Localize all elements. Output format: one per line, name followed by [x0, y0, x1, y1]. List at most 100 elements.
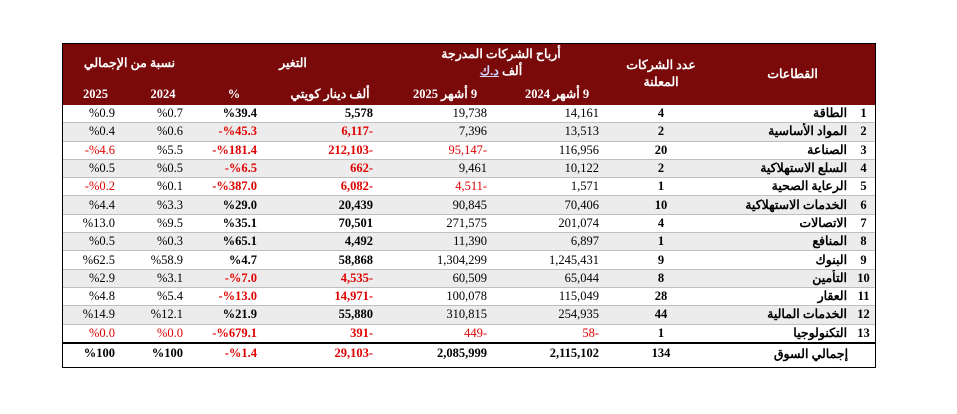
share-2024: %9.5 — [129, 214, 197, 234]
share-2025: %14.9 — [62, 305, 129, 325]
total-change-pct: %1.4- — [197, 341, 272, 364]
row-number: 9 — [851, 250, 877, 270]
profits-2024: 6,897 — [501, 232, 614, 252]
sector-name: الصناعة — [709, 141, 852, 160]
header-share-2024: 2024 — [129, 83, 197, 105]
header-profits-unit-link[interactable]: د.ك — [479, 64, 499, 78]
header-profits: أرباح الشركات المدرجة ألف د.ك — [389, 43, 614, 83]
header-profits-unit-prefix: ألف — [498, 64, 523, 78]
total-share-2024: %100 — [129, 341, 197, 364]
profits-2025: 7,396 — [389, 122, 502, 142]
profits-2024: 13,513 — [501, 122, 614, 142]
sector-name: الاتصالات — [709, 214, 852, 234]
share-2025: %0.4 — [62, 122, 129, 142]
share-2025: %0.0 — [88, 325, 115, 340]
sector-name: البنوك — [709, 250, 852, 270]
share-2024: %5.5 — [129, 141, 197, 160]
table-row: 11 العقار 28 115,049 100,078 -14,971 %13.0- %5.… — [62, 287, 877, 307]
row-number: 2 — [851, 122, 877, 142]
sector-name: العقار — [709, 287, 852, 307]
sector-name: الخدمات الاستهلاكية — [709, 195, 852, 215]
total-share-2025: %100 — [62, 341, 129, 364]
companies-count: 1 — [657, 325, 665, 340]
change-value: 20,439 — [271, 195, 390, 215]
table-row: 13 التكنولوجيا 1 -58 -449 -391 %679.1- %0.0 %0.0 — [62, 324, 876, 343]
share-2025: %4.6- — [62, 141, 129, 160]
profits-2025: 310,815 — [389, 305, 502, 325]
header-sectors: القطاعات — [709, 43, 877, 105]
companies-count: 1 — [613, 232, 710, 252]
share-2024: %0.3 — [129, 232, 197, 252]
companies-count: 20 — [613, 141, 710, 160]
change-pct: %13.0- — [197, 287, 272, 307]
header-row-2: 9 أشهر 2024 9 أشهر 2025 ألف دينار كويتي … — [62, 83, 876, 105]
sector-name: الرعاية الصحية — [709, 177, 852, 197]
sector-name: الطاقة — [709, 105, 852, 124]
profits-2024: 116,956 — [501, 141, 614, 160]
row-number: 1 — [851, 105, 877, 124]
companies-count: 2 — [613, 122, 710, 142]
share-2025: %0.5 — [62, 232, 129, 252]
table-row: 4 السلع الاستهلاكية 2 10,122 9,461 -662 %6.5-%… — [62, 159, 877, 179]
change-pct: %387.0- — [197, 177, 272, 197]
profits-2025: 60,509 — [389, 269, 502, 288]
header-change-pct: % — [197, 83, 272, 105]
share-2025: %62.5 — [62, 250, 129, 270]
row-number: 6 — [851, 195, 877, 215]
table-row: 2 المواد الأساسية 2 13,513 7,396 -6,117 %45.3-… — [62, 122, 877, 142]
sector-name: المنافع — [709, 232, 852, 252]
companies-count: 4 — [613, 105, 710, 124]
table-row: 10 التأمين 8 65,044 60,509 -4,535 %7.0- %3.1 %2.… — [62, 269, 877, 288]
header-change-value: ألف دينار كويتي — [271, 83, 390, 105]
companies-count: 4 — [613, 214, 710, 234]
share-2025: %4.4 — [62, 195, 129, 215]
header-profits-title: أرباح الشركات المدرجة — [441, 47, 561, 61]
row-number: 8 — [851, 232, 877, 252]
change-pct: %679.1- — [212, 325, 258, 340]
profits-2024: 1,245,431 — [501, 250, 614, 270]
table-row: 3 الصناعة 20 116,956 -95,147 -212,103 %181.4-%… — [62, 141, 877, 160]
change-value: -212,103 — [271, 141, 390, 160]
share-2025: %0.5 — [62, 159, 129, 179]
companies-count: 1 — [613, 177, 710, 197]
row-number: 13 — [857, 325, 870, 340]
change-pct: %45.3- — [197, 122, 272, 142]
header-share-2025: 2025 — [62, 83, 129, 105]
row-number: 11 — [851, 287, 877, 307]
change-pct: %29.0 — [197, 195, 272, 215]
row-number: 12 — [851, 305, 877, 325]
share-2024: %0.1 — [129, 177, 197, 197]
companies-count: 28 — [613, 287, 710, 307]
change-pct: %35.1 — [197, 214, 272, 234]
share-2024: %58.9 — [129, 250, 197, 270]
profits-2024: 14,161 — [501, 105, 614, 124]
change-pct: %39.4 — [197, 105, 272, 124]
share-2024: %0.6 — [129, 122, 197, 142]
change-value: 4,492 — [271, 232, 390, 252]
profits-2024: 10,122 — [501, 159, 614, 179]
change-pct: %21.9 — [197, 305, 272, 325]
profits-2024: 70,406 — [501, 195, 614, 215]
sector-name: الخدمات المالية — [709, 305, 852, 325]
change-value: -391 — [350, 325, 374, 340]
share-2024: %3.1 — [129, 269, 197, 288]
change-pct: %6.5- — [197, 159, 272, 179]
table-row: 9 البنوك 9 1,245,431 1,304,299 58,868 %4.7 %58.… — [62, 250, 877, 270]
sector-name: المواد الأساسية — [709, 122, 852, 142]
profits-2024: -58 — [582, 325, 600, 340]
profits-2025: 11,390 — [389, 232, 502, 252]
total-row: إجمالي السوق 134 2,115,102 2,085,999 -29… — [62, 341, 877, 364]
profits-2024: 115,049 — [501, 287, 614, 307]
header-profits-2025: 9 أشهر 2025 — [389, 83, 502, 105]
row-number: 10 — [851, 269, 877, 288]
change-pct: %65.1 — [197, 232, 272, 252]
row-number: 3 — [851, 141, 877, 160]
row-number: 7 — [851, 214, 877, 234]
row-number: 4 — [851, 159, 877, 179]
share-2025: %0.9 — [62, 105, 129, 124]
table-row: 6 الخدمات الاستهلاكية 10 70,406 90,845 20,439… — [62, 195, 877, 215]
sector-name: السلع الاستهلاكية — [709, 159, 852, 179]
table-body: 1 الطاقة 4 14,161 19,738 5,578 %39.4 %0.7 %0.9 2 ا… — [62, 105, 877, 343]
profits-2025: -449 — [464, 325, 488, 340]
change-value: -662 — [271, 159, 390, 179]
